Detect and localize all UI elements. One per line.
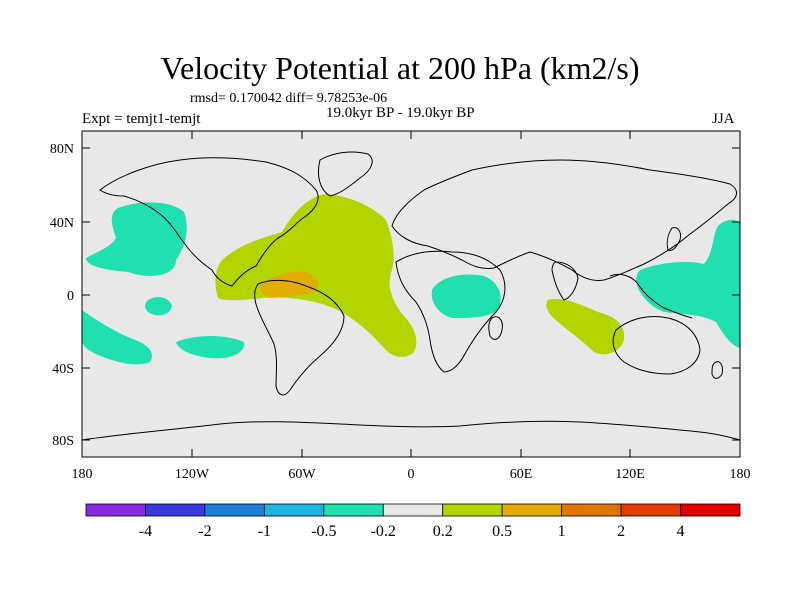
coastlines xyxy=(81,151,741,441)
lon-label-180w: 180 xyxy=(72,467,93,482)
lon-label-180e: 180 xyxy=(730,467,751,482)
axis-ticks xyxy=(81,131,741,457)
map-background xyxy=(82,131,740,457)
lat-label-80n: 80N xyxy=(50,142,74,157)
region-africa-negative xyxy=(431,274,501,318)
colorbar-box xyxy=(442,503,503,517)
region-indian-ocean-positive xyxy=(546,298,625,355)
coastline-north-america xyxy=(99,157,319,287)
lat-label-80s: 80S xyxy=(52,434,74,449)
period-label: 19.0kyr BP - 19.0kyr BP xyxy=(326,105,475,121)
coastline-australia xyxy=(612,316,701,375)
lat-label-eq: 0 xyxy=(67,289,74,304)
region-central-pacific-negative xyxy=(145,297,172,316)
coastline-antarctica xyxy=(81,420,741,441)
lon-label-60e: 60E xyxy=(510,467,533,482)
stats-text: rmsd= 0.170042 diff= 9.78253e-06 xyxy=(190,91,388,106)
coastline-south-america xyxy=(254,279,345,396)
coastline-japan xyxy=(666,227,681,251)
coastline-eurasia xyxy=(391,159,737,281)
colorbar-box xyxy=(204,503,265,517)
colorbar-box xyxy=(501,503,563,517)
colorbar-label: 2 xyxy=(617,523,625,540)
colorbar-label: 4 xyxy=(677,523,685,540)
coastline-new-zealand xyxy=(711,361,723,379)
colorbar-label: 0.2 xyxy=(433,523,453,540)
coastline-india xyxy=(551,261,579,301)
colorbar-label: -0.5 xyxy=(311,523,336,540)
coastline-africa xyxy=(395,250,506,373)
coastline-madagascar xyxy=(488,316,503,340)
colorbar-label: -1 xyxy=(258,523,271,540)
coastline-southeast-asia xyxy=(609,273,693,319)
colorbar-box xyxy=(263,503,325,517)
colorbar-box xyxy=(561,503,622,517)
lon-label-120w: 120W xyxy=(175,467,210,482)
colorbar-label: -0.2 xyxy=(371,523,396,540)
lat-label-40n: 40N xyxy=(50,216,74,231)
colorbar-label: -2 xyxy=(198,523,211,540)
colorbar-label: 0.5 xyxy=(492,523,512,540)
colorbar-box xyxy=(85,503,146,517)
lat-label-40s: 40S xyxy=(52,362,74,377)
lon-label-60w: 60W xyxy=(288,467,316,482)
region-south-pacific-negative-2 xyxy=(176,336,245,359)
colorbar-box xyxy=(145,503,206,517)
colorbar-box xyxy=(323,503,384,517)
experiment-label: Expt = temjt1-temjt xyxy=(82,111,201,127)
season-label: JJA xyxy=(712,111,735,127)
colorbar-label: 1 xyxy=(558,523,566,540)
lon-label-0: 0 xyxy=(408,467,415,482)
colorbar-label: -4 xyxy=(139,523,152,540)
colorbar-box xyxy=(620,503,681,517)
colorbar-box xyxy=(382,503,444,517)
lon-label-120e: 120E xyxy=(615,467,645,482)
region-caribbean-positive-strong xyxy=(260,271,319,298)
plot-title: Velocity Potential at 200 hPa (km2/s) xyxy=(160,50,640,86)
anomaly-regions xyxy=(82,194,740,365)
region-south-pacific-negative xyxy=(82,310,152,365)
region-west-pacific-negative xyxy=(636,219,740,348)
colorbar-box xyxy=(680,503,741,517)
region-north-pacific-negative xyxy=(86,202,187,276)
coastline-greenland xyxy=(317,151,373,197)
region-atlantic-positive xyxy=(215,194,417,357)
